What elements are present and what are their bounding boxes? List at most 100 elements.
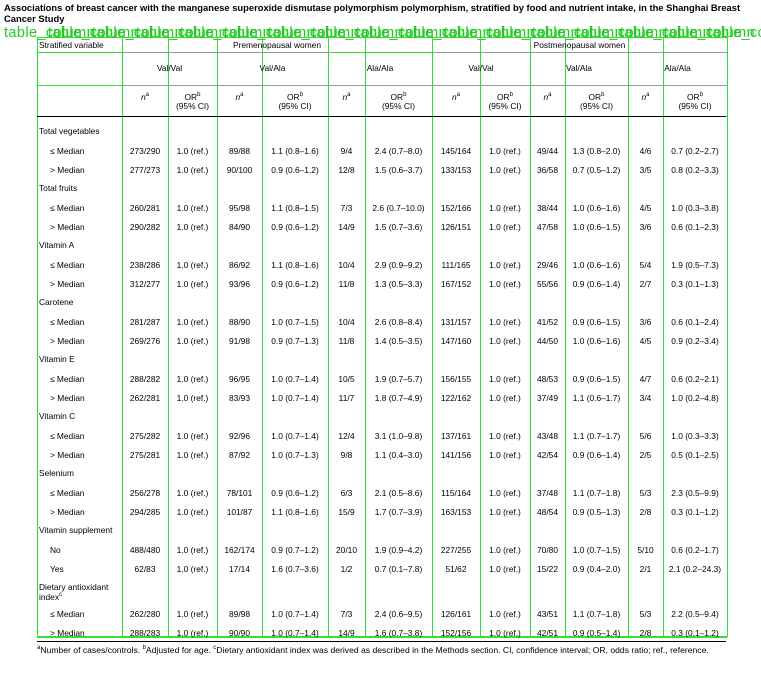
table-cell: 1.0 (ref.) [176, 165, 209, 175]
row-label: ≤ Median [50, 146, 85, 156]
table-cell: 1.0 (ref.) [176, 628, 209, 638]
table-cell: 1.1 (0.7–1.8) [572, 488, 621, 498]
table-cell: 14/9 [338, 222, 355, 232]
n-header: na [328, 92, 365, 102]
row-label: Yes [50, 564, 64, 574]
table-cell: 1.9 (0.5–7.3) [671, 260, 719, 270]
table-cell: 269/276 [129, 336, 161, 346]
table-cell: 2/8 [639, 507, 652, 517]
table-cell: 260/281 [129, 203, 161, 213]
or-label: OR [390, 92, 404, 102]
overlay-label: table_column [400, 25, 492, 41]
ci-header: (95% CI) [579, 101, 614, 111]
table-cell: 0.9 (0.5–1.4) [572, 628, 621, 638]
table-cell: 90/100 [226, 165, 253, 175]
table-cell: 1.0 (0.6–1.6) [572, 203, 621, 213]
table-cell: 5/4 [639, 260, 652, 270]
n-header: na [432, 92, 480, 102]
table-cell: 0.9 (0.6–1.5) [572, 317, 621, 327]
table-cell: 15/9 [338, 507, 355, 517]
table-cell: 3/6 [639, 222, 652, 232]
table-cell: 10/4 [338, 260, 355, 270]
footnote-b-marker: b [142, 645, 146, 652]
table-cell: 101/87 [226, 507, 253, 517]
group-label: Vitamin C [39, 411, 76, 421]
row-label: > Median [50, 165, 85, 175]
table-cell: 0.9 (0.6–1.2) [271, 222, 319, 232]
or-superscript: b [299, 92, 303, 99]
ci-header: (95% CI) [278, 101, 312, 111]
table-cell: 0.8 (0.2–3.3) [671, 165, 719, 175]
table-cell: 1.0 (ref.) [489, 450, 521, 460]
table-cell: 4/5 [639, 336, 652, 346]
table-cell: 47/58 [537, 222, 558, 232]
n-superscript: a [240, 92, 244, 99]
row-label: > Median [50, 393, 85, 403]
row-guide [37, 637, 727, 638]
table-cell: 1.0 (ref.) [489, 203, 521, 213]
table-cell: 1.7 (0.7–3.9) [374, 507, 423, 517]
table-cell: 1.0 (0.7–1.4) [271, 374, 319, 384]
table-cell: 2.1 (0.5–8.6) [374, 488, 423, 498]
table-cell: 1.1 (0.8–1.5) [271, 203, 319, 213]
table-cell: 4/6 [639, 146, 652, 156]
table-cell: 9/4 [340, 146, 353, 156]
table-cell: 1.0 (0.7–1.4) [271, 609, 319, 619]
n-superscript: a [145, 92, 149, 99]
table-cell: 1.3 (0.5–3.3) [374, 279, 423, 289]
n-superscript: a [456, 92, 460, 99]
table-cell: 49/44 [537, 146, 558, 156]
table-cell: 1.9 (0.7–5.7) [374, 374, 423, 384]
table-cell: 0.9 (0.6–1.5) [572, 374, 621, 384]
table-cell: 2.1 (0.2–24.3) [668, 564, 722, 574]
or-header: ORb [663, 92, 727, 102]
table-cell: 0.9 (0.6–1.2) [271, 279, 319, 289]
genotype-header: Val/Ala [566, 63, 592, 73]
table-cell: 88/90 [229, 317, 250, 327]
table-cell: 1.6 (0.7–3.6) [271, 564, 319, 574]
table-footnote: aNumber of cases/controls. bAdjusted for… [37, 645, 727, 656]
table-cell: 1.9 (0.9–4.2) [374, 545, 423, 555]
table-cell: 1/2 [340, 564, 353, 574]
table-cell: 152/166 [440, 203, 472, 213]
table-cell: 133/153 [440, 165, 472, 175]
table-cell: 55/56 [537, 279, 558, 289]
table-cell: 145/164 [440, 146, 472, 156]
table-cell: 0.7 (0.1–7.8) [374, 564, 423, 574]
table-cell: 87/92 [229, 450, 250, 460]
table-cell: 1.1 (0.6–1.7) [572, 393, 621, 403]
table-cell: 137/161 [440, 431, 472, 441]
table-cell: 1.0 (ref.) [176, 279, 209, 289]
table-cell: 1.0 (ref.) [489, 488, 521, 498]
table-cell: 0.7 (0.2–2.7) [671, 146, 719, 156]
table-cell: 95/98 [229, 203, 250, 213]
table-cell: 37/49 [537, 393, 558, 403]
table-cell: 78/101 [226, 488, 253, 498]
or-superscript: b [509, 92, 513, 99]
footnote-c-marker: c [213, 645, 217, 652]
n-label: n [543, 92, 549, 102]
table-cell: 1.0 (0.6–1.6) [572, 336, 621, 346]
table-cell: 3/5 [639, 165, 652, 175]
table-cell: 262/280 [129, 609, 161, 619]
row-label: ≤ Median [50, 374, 85, 384]
table-cell: 1.0 (ref.) [489, 165, 521, 175]
or-header: ORb [262, 92, 328, 102]
table-cell: 0.3 (0.1–1.2) [671, 507, 719, 517]
overlay-label: table_column [224, 25, 316, 41]
table-cell: 147/160 [440, 336, 472, 346]
or-header: ORb [565, 92, 628, 102]
table-cell: 70/80 [537, 545, 558, 555]
table-cell: 1.0 (ref.) [176, 146, 209, 156]
row-label: > Median [50, 336, 85, 346]
table-cell: 273/290 [129, 146, 161, 156]
n-label: n [641, 92, 647, 102]
or-header: ORb [480, 92, 530, 102]
table-cell: 488/480 [129, 545, 161, 555]
table-cell: 1.0 (ref.) [176, 431, 209, 441]
table-cell: 38/44 [537, 203, 558, 213]
table-cell: 1.0 (ref.) [489, 393, 521, 403]
table-cell: 1.0 (0.3–3.3) [671, 431, 719, 441]
table-cell: 1.0 (0.6–1.6) [572, 260, 621, 270]
table-cell: 0.5 (0.1–2.5) [671, 450, 719, 460]
